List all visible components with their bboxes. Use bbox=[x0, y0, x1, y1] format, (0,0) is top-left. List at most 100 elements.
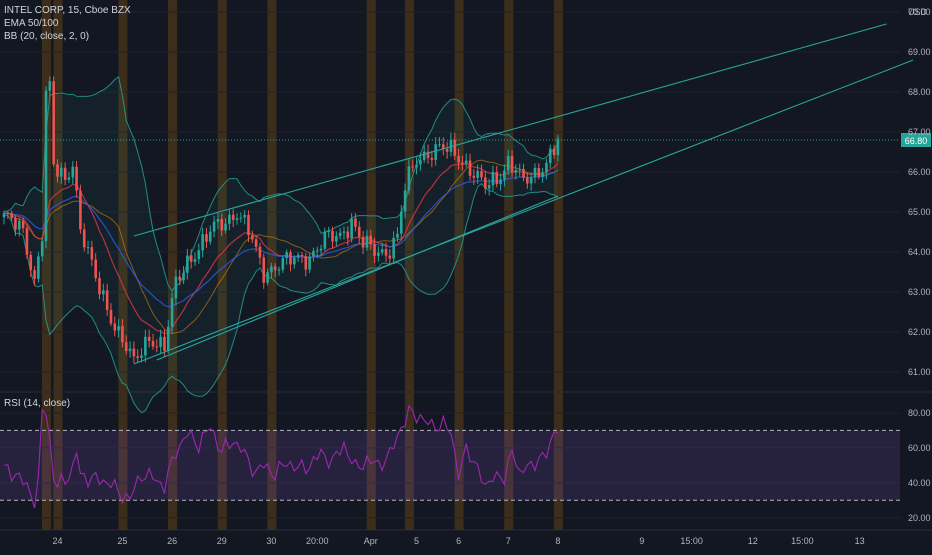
candle-body-141 bbox=[541, 172, 544, 177]
candle-body-143 bbox=[548, 148, 552, 163]
candle-body-110 bbox=[422, 151, 426, 160]
main-legend: INTEL CORP, 15, Cboe BZX EMA 50/100 BB (… bbox=[4, 4, 131, 43]
candle-body-84 bbox=[323, 231, 327, 249]
last-price-badge bbox=[901, 133, 931, 147]
candle-body-56 bbox=[216, 219, 220, 222]
candle-body-65 bbox=[251, 235, 254, 240]
candle-body-86 bbox=[331, 231, 334, 242]
candle-body-108 bbox=[415, 164, 418, 168]
candle-body-22 bbox=[86, 247, 90, 249]
session-marker-4 bbox=[217, 0, 227, 530]
candle-body-112 bbox=[430, 158, 434, 160]
time-tick-label-9: 7 bbox=[506, 536, 511, 546]
candle-body-58 bbox=[224, 223, 227, 231]
candle-body-103 bbox=[396, 233, 399, 238]
candle-body-17 bbox=[67, 177, 71, 180]
candle-body-129 bbox=[495, 172, 499, 185]
rsi-tick-label-3: 80.00 bbox=[908, 408, 931, 418]
candle-body-117 bbox=[449, 139, 453, 152]
candle-body-81 bbox=[312, 251, 315, 257]
ema-legend[interactable]: EMA 50/100 bbox=[4, 18, 59, 29]
candle-body-49 bbox=[189, 255, 193, 262]
trendline-channel-upper bbox=[133, 23, 887, 237]
bb-legend[interactable]: BB (20, close, 2, 0) bbox=[4, 31, 90, 42]
candle-body-25 bbox=[98, 278, 101, 295]
price-tick-label-0: 61.00 bbox=[908, 367, 931, 377]
candle-body-32 bbox=[124, 342, 128, 352]
time-tick-label-11: 9 bbox=[639, 536, 644, 546]
candle-body-93 bbox=[357, 226, 361, 237]
candle-body-102 bbox=[392, 237, 395, 259]
trendline-support-line bbox=[156, 195, 559, 361]
candle-body-109 bbox=[419, 159, 422, 165]
candle-body-4 bbox=[17, 220, 21, 230]
session-marker-9 bbox=[504, 0, 514, 530]
candle-body-42 bbox=[163, 336, 166, 351]
time-tick-label-15: 13 bbox=[855, 536, 865, 546]
candle-body-78 bbox=[300, 255, 304, 257]
price-tick-label-4: 65.00 bbox=[908, 207, 931, 217]
candle-body-101 bbox=[388, 255, 392, 259]
candle-body-97 bbox=[373, 244, 376, 256]
bb-basis-line bbox=[3, 159, 559, 334]
candle-body-85 bbox=[327, 231, 330, 233]
candle-body-24 bbox=[94, 259, 97, 279]
candle-body-13 bbox=[52, 81, 55, 165]
candle-body-3 bbox=[14, 218, 17, 230]
bb-fill bbox=[4, 76, 558, 413]
candle-body-2 bbox=[10, 213, 13, 219]
candle-body-21 bbox=[82, 229, 86, 248]
candle-body-59 bbox=[228, 214, 231, 224]
time-tick-label-4: 30 bbox=[266, 536, 276, 546]
candle-body-71 bbox=[273, 266, 277, 271]
candle-body-36 bbox=[140, 355, 143, 358]
candle-body-105 bbox=[403, 190, 407, 212]
candle-body-69 bbox=[266, 272, 269, 283]
candle-body-6 bbox=[25, 228, 29, 255]
candle-body-43 bbox=[166, 326, 170, 351]
candle-body-68 bbox=[262, 257, 266, 283]
candle-body-15 bbox=[60, 167, 63, 177]
candle-body-77 bbox=[296, 255, 300, 258]
candle-body-57 bbox=[220, 219, 224, 231]
candle-body-46 bbox=[178, 276, 182, 281]
candle-body-55 bbox=[212, 221, 216, 232]
rsi-line bbox=[3, 404, 559, 509]
ema-fast-line bbox=[3, 162, 559, 335]
candle-body-89 bbox=[342, 231, 346, 233]
candle-body-118 bbox=[453, 139, 457, 156]
candle-body-50 bbox=[193, 259, 197, 262]
candle-body-66 bbox=[254, 239, 258, 247]
candle-body-111 bbox=[426, 151, 430, 159]
candle-body-44 bbox=[170, 298, 174, 327]
candle-body-99 bbox=[380, 249, 384, 253]
candle-body-123 bbox=[472, 175, 476, 178]
candle-body-53 bbox=[205, 234, 208, 242]
candle-body-39 bbox=[151, 340, 155, 347]
rsi-tick-label-0: 20.00 bbox=[908, 513, 931, 523]
rsi-legend[interactable]: RSI (14, close) bbox=[4, 398, 71, 409]
candle-body-114 bbox=[438, 144, 441, 146]
candle-body-75 bbox=[289, 252, 292, 265]
session-marker-7 bbox=[404, 0, 414, 530]
candle-body-95 bbox=[365, 235, 369, 248]
candle-body-127 bbox=[487, 185, 491, 189]
candle-body-115 bbox=[442, 144, 445, 149]
symbol-header[interactable]: INTEL CORP, 15, Cboe BZX bbox=[4, 5, 131, 16]
session-marker-8 bbox=[454, 0, 464, 530]
time-tick-label-13: 12 bbox=[748, 536, 758, 546]
candle-body-121 bbox=[464, 160, 468, 164]
candle-body-137 bbox=[526, 177, 529, 184]
candle-body-83 bbox=[319, 248, 323, 251]
price-tick-label-8: 69.00 bbox=[908, 47, 931, 57]
candle-body-40 bbox=[155, 346, 159, 348]
candle-body-10 bbox=[40, 241, 44, 257]
candle-body-98 bbox=[377, 252, 380, 256]
candle-body-35 bbox=[136, 356, 139, 358]
candle-body-124 bbox=[476, 171, 479, 178]
price-tick-label-3: 64.00 bbox=[908, 247, 931, 257]
candle-body-135 bbox=[518, 168, 521, 171]
candle-body-145 bbox=[556, 138, 560, 156]
